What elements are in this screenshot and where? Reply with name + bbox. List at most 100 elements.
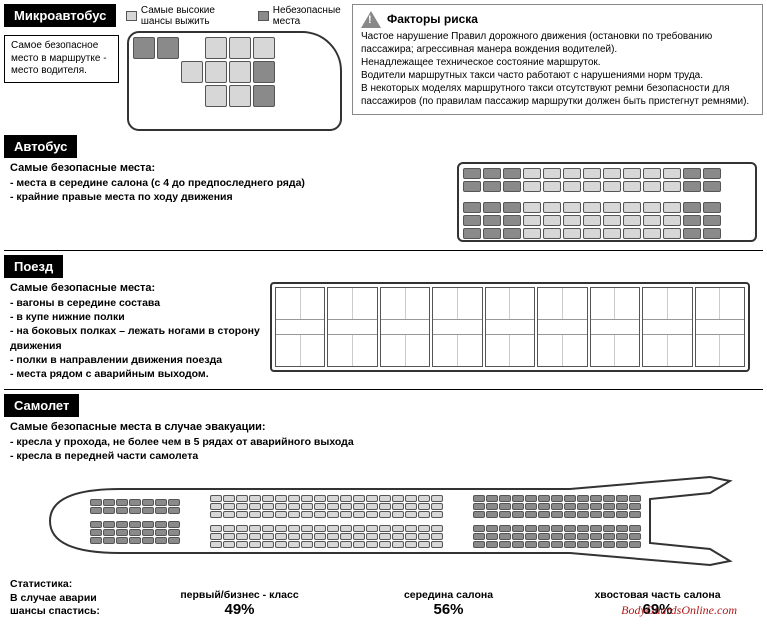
seat <box>236 533 248 540</box>
seat <box>643 168 661 179</box>
seat <box>563 215 581 226</box>
seat <box>116 507 128 514</box>
seat <box>473 511 485 518</box>
seat <box>327 503 339 510</box>
seat <box>275 503 287 510</box>
seat <box>473 533 485 540</box>
seat <box>543 181 561 192</box>
seat <box>229 61 251 83</box>
stat-col: середина салона 56% <box>349 589 548 618</box>
seat <box>366 533 378 540</box>
seat <box>405 503 417 510</box>
seat <box>623 181 641 192</box>
seat <box>463 202 481 213</box>
train-compartment <box>275 287 325 367</box>
seat <box>223 503 235 510</box>
seat <box>629 503 641 510</box>
seat <box>525 533 537 540</box>
seat <box>623 228 641 239</box>
seat <box>90 521 102 528</box>
seat <box>392 511 404 518</box>
seat <box>142 537 154 544</box>
plane-bullet: - кресла у прохода, не более чем в 5 ряд… <box>10 435 757 449</box>
seat <box>327 495 339 502</box>
seat <box>103 507 115 514</box>
seat <box>103 499 115 506</box>
seat <box>623 168 641 179</box>
seat <box>525 525 537 532</box>
seat <box>463 181 481 192</box>
seat <box>236 495 248 502</box>
seat <box>142 499 154 506</box>
seat <box>551 533 563 540</box>
seat <box>116 537 128 544</box>
seat <box>205 85 227 107</box>
train-bullet: - места рядом с аварийным выходом. <box>10 367 260 381</box>
seat <box>379 511 391 518</box>
seat <box>663 215 681 226</box>
seat <box>525 511 537 518</box>
seat <box>577 495 589 502</box>
seat <box>223 541 235 548</box>
seat <box>142 507 154 514</box>
seat <box>314 525 326 532</box>
seat <box>340 525 352 532</box>
seat <box>392 541 404 548</box>
seat <box>288 503 300 510</box>
seat <box>249 495 261 502</box>
seat <box>103 529 115 536</box>
seat <box>551 511 563 518</box>
stat-value: 49% <box>140 601 339 618</box>
seat <box>525 541 537 548</box>
seat <box>486 511 498 518</box>
seat <box>564 533 576 540</box>
seat <box>525 503 537 510</box>
seat <box>379 503 391 510</box>
microbus-diagram <box>127 31 342 131</box>
seat <box>616 525 628 532</box>
seat <box>353 541 365 548</box>
seat <box>577 503 589 510</box>
seat <box>551 503 563 510</box>
seat <box>703 181 721 192</box>
seat <box>486 533 498 540</box>
plane-heading: Самые безопасные места в случае эвакуаци… <box>10 421 757 433</box>
seat <box>262 541 274 548</box>
seat <box>577 525 589 532</box>
seat <box>253 37 275 59</box>
seat <box>288 533 300 540</box>
seat <box>590 495 602 502</box>
seat <box>564 525 576 532</box>
train-compartment <box>590 287 640 367</box>
train-bullet: - полки в направлении движения поезда <box>10 353 260 367</box>
seat <box>563 168 581 179</box>
stat-name: середина салона <box>349 589 548 601</box>
seat <box>366 495 378 502</box>
seat <box>603 168 621 179</box>
seat <box>538 511 550 518</box>
seat <box>275 525 287 532</box>
seat <box>603 228 621 239</box>
seat <box>523 202 541 213</box>
seat <box>275 511 287 518</box>
seat <box>301 525 313 532</box>
seat <box>405 525 417 532</box>
seat <box>229 37 251 59</box>
seat <box>473 541 485 548</box>
seat <box>512 541 524 548</box>
seat <box>366 525 378 532</box>
seat <box>473 495 485 502</box>
seat <box>590 525 602 532</box>
seat <box>512 525 524 532</box>
train-bullet: - в купе нижние полки <box>10 310 260 324</box>
train-diagram <box>270 282 750 372</box>
seat <box>210 511 222 518</box>
seat <box>327 533 339 540</box>
seat <box>181 85 203 107</box>
seat <box>523 215 541 226</box>
seat <box>629 541 641 548</box>
plane-section <box>473 495 641 548</box>
seat <box>499 525 511 532</box>
seat <box>249 525 261 532</box>
seat <box>616 541 628 548</box>
